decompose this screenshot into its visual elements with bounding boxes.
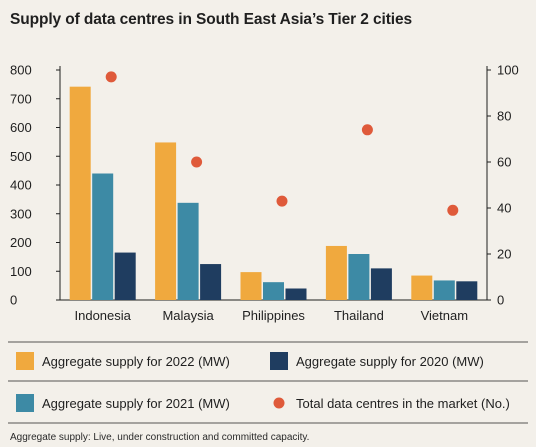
category-label: Indonesia — [75, 308, 132, 323]
category-label: Vietnam — [421, 308, 468, 323]
bar — [411, 275, 433, 300]
right-tick-label: 80 — [497, 109, 511, 124]
right-axis-ticks: 0 20 40 60 80 100 — [487, 63, 519, 308]
legend-label: Total data centres in the market (No.) — [296, 396, 510, 411]
category-label: Philippines — [242, 308, 305, 323]
dot-point — [361, 124, 373, 136]
bar — [456, 281, 478, 300]
left-tick-label: 500 — [10, 149, 32, 164]
dot-point — [276, 195, 288, 207]
right-tick-label: 60 — [497, 155, 511, 170]
bar — [92, 173, 114, 300]
dots-group — [105, 71, 459, 216]
left-tick-label: 600 — [10, 120, 32, 135]
bar — [240, 272, 262, 300]
right-tick-label: 20 — [497, 247, 511, 262]
category-label: Malaysia — [162, 308, 214, 323]
left-tick-label: 800 — [10, 63, 32, 78]
left-tick-label: 200 — [10, 235, 32, 250]
bar — [285, 288, 307, 300]
legend-label: Aggregate supply for 2022 (MW) — [42, 354, 230, 369]
right-tick-label: 100 — [497, 63, 519, 78]
legend-swatch — [16, 394, 34, 412]
left-axis-ticks: 0 100 200 300 400 500 600 700 800 — [10, 63, 60, 308]
left-tick-label: 300 — [10, 206, 32, 221]
bar — [69, 86, 91, 300]
legend: Aggregate supply for 2022 (MW) Aggregate … — [8, 341, 528, 424]
bar — [370, 268, 392, 300]
category-label: Thailand — [334, 308, 384, 323]
chart-title: Supply of data centres in South East Asi… — [10, 11, 413, 28]
bar — [433, 280, 455, 300]
legend-label: Aggregate supply for 2021 (MW) — [42, 396, 230, 411]
bar — [325, 245, 347, 300]
bar — [155, 142, 177, 300]
legend-swatch — [16, 352, 34, 370]
bar — [348, 254, 370, 300]
category-labels: Indonesia Malaysia Philippines Thailand Viet… — [75, 308, 469, 323]
legend-label: Aggregate supply for 2020 (MW) — [296, 354, 484, 369]
bars-group — [69, 86, 478, 300]
left-tick-label: 400 — [10, 178, 32, 193]
dot-point — [447, 204, 459, 216]
bar — [263, 282, 284, 300]
dot-point — [105, 71, 117, 83]
bar — [114, 252, 136, 300]
legend-swatch — [273, 397, 285, 409]
footnote: Aggregate supply: Live, under constructi… — [10, 432, 310, 443]
legend-swatch — [270, 352, 288, 370]
left-tick-label: 700 — [10, 91, 32, 106]
right-tick-label: 40 — [497, 201, 511, 216]
right-tick-label: 0 — [497, 293, 504, 308]
bar — [177, 202, 199, 300]
bar — [200, 264, 222, 300]
dot-point — [191, 156, 203, 168]
left-tick-label: 0 — [10, 293, 17, 308]
left-tick-label: 100 — [10, 264, 32, 279]
